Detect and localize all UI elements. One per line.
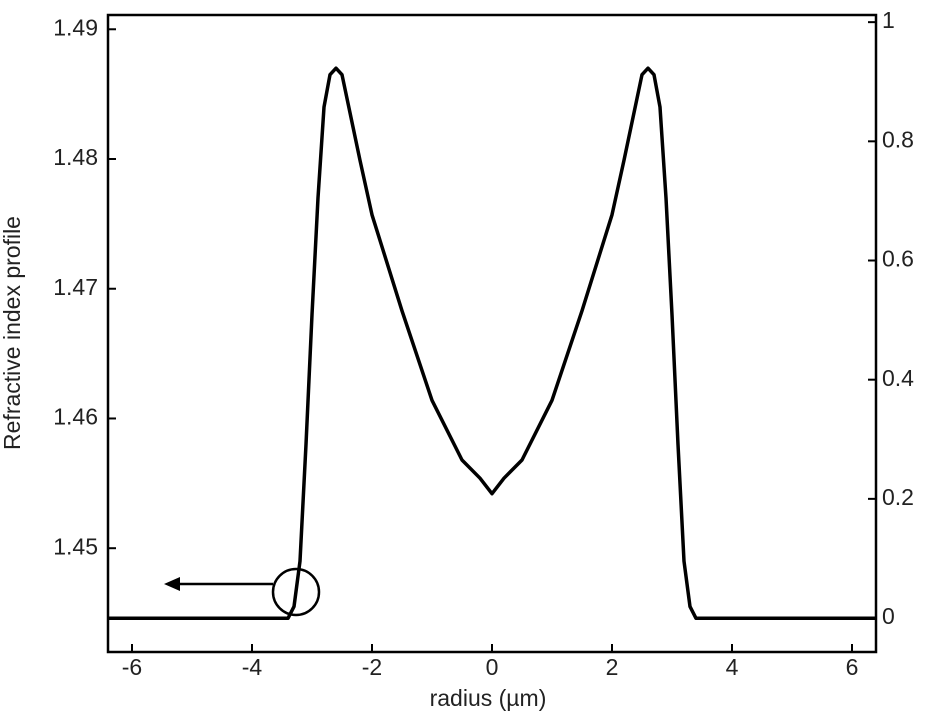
y-tick-label: 1.46 bbox=[53, 404, 98, 430]
y2-tick-label: 0.6 bbox=[882, 246, 914, 272]
plot-frame bbox=[106, 13, 878, 654]
arrow-head bbox=[164, 577, 180, 591]
line-series bbox=[108, 66, 876, 621]
x-axis-label: radius (µm) bbox=[430, 685, 547, 711]
y-tick-label: 1.47 bbox=[53, 274, 98, 300]
y2-tick-label: 0.4 bbox=[882, 365, 914, 391]
y2-tick-label: 0 bbox=[882, 603, 895, 629]
axis-indicator-circle bbox=[271, 567, 321, 617]
y2-tick-label: 1 bbox=[882, 7, 895, 33]
x-tick-label: 2 bbox=[606, 654, 619, 680]
y2-tick-label: 0.8 bbox=[882, 126, 914, 152]
x-tick-label: -6 bbox=[122, 654, 142, 680]
x-tick-label: 6 bbox=[846, 654, 859, 680]
x-tick-label: 0 bbox=[486, 654, 499, 680]
y-tick-label: 1.48 bbox=[53, 144, 98, 170]
x-tick-label: -4 bbox=[242, 654, 263, 680]
y-axis-label: Refractive index profile bbox=[0, 216, 25, 450]
y2-tick-label: 0.2 bbox=[882, 484, 914, 510]
x-tick-label: 4 bbox=[726, 654, 739, 680]
x-tick-label: -2 bbox=[362, 654, 382, 680]
y-tick-label: 1.45 bbox=[53, 533, 98, 559]
y-tick-label: 1.49 bbox=[53, 14, 98, 40]
